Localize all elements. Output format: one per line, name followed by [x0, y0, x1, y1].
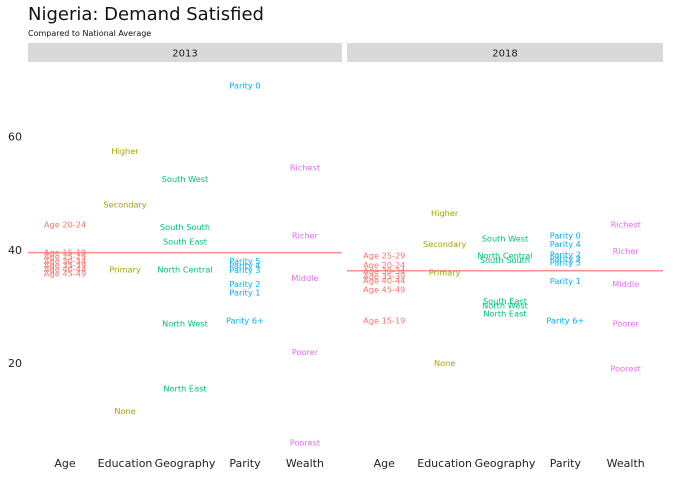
chart-title: Nigeria: Demand Satisfied: [28, 4, 264, 25]
point-label: Age 30-34: [44, 256, 86, 266]
point-label: Age 25-29: [363, 251, 405, 261]
point-label: South West: [162, 174, 209, 184]
point-label: North Central: [157, 265, 212, 275]
point-label: South West: [482, 234, 529, 244]
x-tick-label: Geography: [475, 457, 536, 470]
point-label: South East: [483, 296, 528, 306]
x-tick-label: Wealth: [286, 457, 324, 470]
x-tick-label: Education: [417, 457, 472, 470]
x-tick-label: Education: [98, 457, 153, 470]
point-label: Primary: [429, 267, 461, 277]
point-label: Primary: [109, 265, 141, 275]
point-label: Secondary: [423, 239, 467, 249]
point-label: South East: [163, 236, 208, 246]
x-tick-label: Wealth: [607, 457, 645, 470]
point-label: Parity 2: [229, 279, 260, 289]
point-label: Poorer: [292, 347, 319, 357]
point-label: Richest: [290, 163, 321, 173]
point-label: South South: [480, 255, 530, 265]
facet-strip: [347, 43, 663, 62]
point-label: Higher: [111, 146, 139, 156]
point-label: North West: [162, 318, 208, 328]
point-label: Parity 5: [550, 257, 581, 267]
point-label: Poorest: [290, 437, 321, 447]
x-tick-label: Age: [54, 457, 76, 470]
point-label: Age 30-34: [363, 266, 405, 276]
y-tick-label: 20: [8, 357, 22, 370]
point-label: Age 40-44: [44, 264, 86, 274]
point-label: Parity 0: [550, 231, 581, 241]
point-label: Middle: [291, 273, 318, 283]
point-label: Richer: [613, 246, 640, 256]
point-label: Secondary: [103, 200, 147, 210]
point-label: Parity 6+: [546, 316, 584, 326]
point-label: None: [114, 406, 135, 416]
point-label: Age 35-39: [363, 271, 405, 281]
point-label: Parity 1: [550, 276, 581, 286]
x-tick-label: Age: [374, 457, 396, 470]
point-label: Age 35-39: [44, 260, 86, 270]
point-label: Richest: [611, 219, 642, 229]
point-label: Parity 3: [550, 253, 581, 263]
facet-strip-label: 2013: [172, 49, 197, 60]
x-tick-label: Geography: [155, 457, 216, 470]
point-label: Parity 5: [229, 256, 260, 266]
chart-subtitle: Compared to National Average: [28, 29, 152, 38]
y-tick-label: 40: [8, 244, 22, 257]
point-label: Parity 3: [229, 265, 260, 275]
point-label: Age 20-24: [44, 219, 86, 229]
point-label: None: [434, 358, 455, 368]
point-label: North West: [482, 300, 528, 310]
point-label: Parity 4: [550, 239, 581, 249]
x-tick-label: Parity: [550, 457, 582, 470]
point-label: Age 15-19: [44, 248, 86, 258]
point-label: North East: [483, 308, 527, 318]
point-label: Age 45-49: [363, 284, 405, 294]
point-label: Age 40-44: [363, 275, 405, 285]
point-label: South South: [160, 222, 210, 232]
facet-strip: [28, 43, 342, 62]
point-label: Parity 6+: [226, 316, 264, 326]
point-label: Age 20-24: [363, 260, 405, 270]
point-label: North Central: [477, 251, 532, 261]
point-label: Parity 2: [550, 249, 581, 259]
point-label: Age 45-49: [44, 269, 86, 279]
point-label: Parity 1: [229, 287, 260, 297]
facet-strip-label: 2018: [492, 49, 517, 60]
y-tick-label: 60: [8, 131, 22, 144]
point-label: Poorer: [613, 318, 640, 328]
point-label: Age 15-19: [363, 316, 405, 326]
point-label: Middle: [612, 279, 639, 289]
point-label: Parity 4: [229, 261, 260, 271]
point-label: Richer: [292, 231, 319, 241]
point-label: Poorest: [611, 364, 642, 374]
point-label: Parity 0: [229, 81, 260, 91]
point-label: Age 25-29: [44, 252, 86, 262]
point-label: North East: [163, 384, 207, 394]
x-tick-label: Parity: [229, 457, 261, 470]
point-label: Higher: [431, 208, 459, 218]
